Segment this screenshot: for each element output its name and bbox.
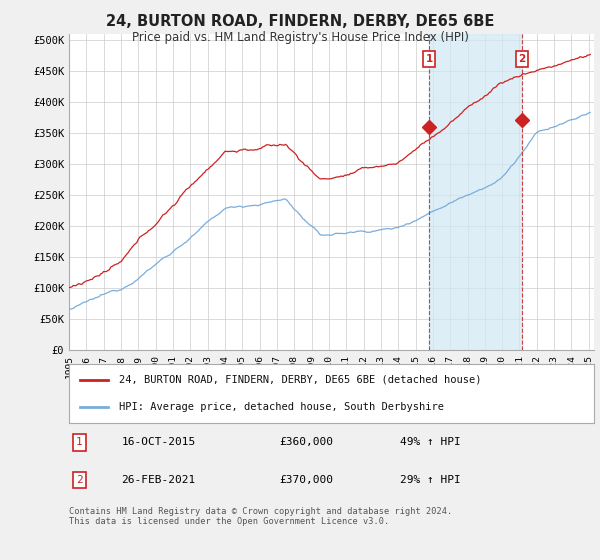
Text: 1: 1 <box>425 54 433 64</box>
Text: 49% ↑ HPI: 49% ↑ HPI <box>400 437 461 447</box>
Text: £370,000: £370,000 <box>279 475 333 485</box>
Text: 16-OCT-2015: 16-OCT-2015 <box>121 437 196 447</box>
Bar <box>429 34 522 350</box>
Text: 24, BURTON ROAD, FINDERN, DERBY, DE65 6BE: 24, BURTON ROAD, FINDERN, DERBY, DE65 6B… <box>106 14 494 29</box>
Text: 29% ↑ HPI: 29% ↑ HPI <box>400 475 461 485</box>
Text: 24, BURTON ROAD, FINDERN, DERBY, DE65 6BE (detached house): 24, BURTON ROAD, FINDERN, DERBY, DE65 6B… <box>119 375 481 385</box>
Text: 2: 2 <box>76 475 83 485</box>
Text: HPI: Average price, detached house, South Derbyshire: HPI: Average price, detached house, Sout… <box>119 402 444 412</box>
Text: 26-FEB-2021: 26-FEB-2021 <box>121 475 196 485</box>
Text: 1: 1 <box>76 437 83 447</box>
Text: £360,000: £360,000 <box>279 437 333 447</box>
Text: Contains HM Land Registry data © Crown copyright and database right 2024.
This d: Contains HM Land Registry data © Crown c… <box>69 507 452 526</box>
Text: Price paid vs. HM Land Registry's House Price Index (HPI): Price paid vs. HM Land Registry's House … <box>131 31 469 44</box>
Text: 2: 2 <box>518 54 526 64</box>
